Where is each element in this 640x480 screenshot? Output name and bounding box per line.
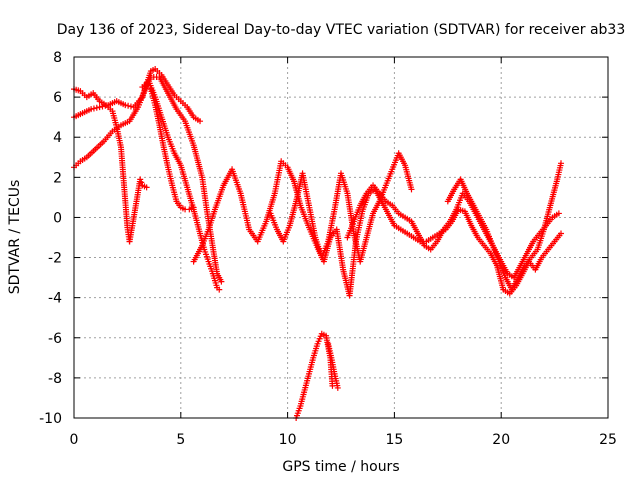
y-tick-label: -2 xyxy=(48,251,62,267)
axis-ticks: 0 5 10 15 20 25 -10 -8 -6 -4 -2 0 2 4 6 8 xyxy=(39,50,617,448)
data-point xyxy=(408,186,415,193)
data-point xyxy=(93,104,100,111)
y-tick-label: 6 xyxy=(53,90,62,106)
plot-frame xyxy=(73,56,609,419)
data-point xyxy=(125,102,132,109)
y-tick-label: -10 xyxy=(39,411,62,427)
data-point xyxy=(137,176,144,183)
y-tick-label: -6 xyxy=(48,331,62,347)
data-point xyxy=(96,104,103,111)
data-point xyxy=(143,184,150,191)
x-tick-label: 10 xyxy=(279,432,297,448)
data-point xyxy=(197,118,204,125)
x-tick-label: 25 xyxy=(599,432,617,448)
y-tick-label: 0 xyxy=(53,210,62,226)
y-tick-label: -4 xyxy=(48,291,62,307)
grid-lines xyxy=(74,57,608,418)
x-tick-label: 5 xyxy=(176,432,185,448)
x-axis-label: GPS time / hours xyxy=(282,459,399,475)
x-tick-label: 0 xyxy=(70,432,79,448)
x-tick-label: 15 xyxy=(385,432,403,448)
y-axis-label: SDTVAR / TECUs xyxy=(7,180,23,295)
data-point xyxy=(558,230,565,237)
data-point xyxy=(122,102,129,109)
y-tick-label: -8 xyxy=(48,371,62,387)
data-point xyxy=(138,179,145,186)
data-point xyxy=(90,105,97,112)
y-tick-label: 4 xyxy=(53,130,62,146)
x-tick-label: 20 xyxy=(492,432,510,448)
data-point xyxy=(99,103,106,110)
data-point xyxy=(555,210,562,217)
data-point xyxy=(127,103,134,110)
chart-title: Day 136 of 2023, Sidereal Day-to-day VTE… xyxy=(57,22,626,38)
data-point xyxy=(218,278,225,285)
data-point xyxy=(334,384,341,391)
data-point xyxy=(558,160,565,167)
data-point xyxy=(102,102,109,109)
data-points xyxy=(71,66,565,421)
y-tick-label: 8 xyxy=(53,50,62,66)
data-point xyxy=(88,106,95,113)
y-tick-label: 2 xyxy=(53,170,62,186)
data-point xyxy=(216,286,223,293)
